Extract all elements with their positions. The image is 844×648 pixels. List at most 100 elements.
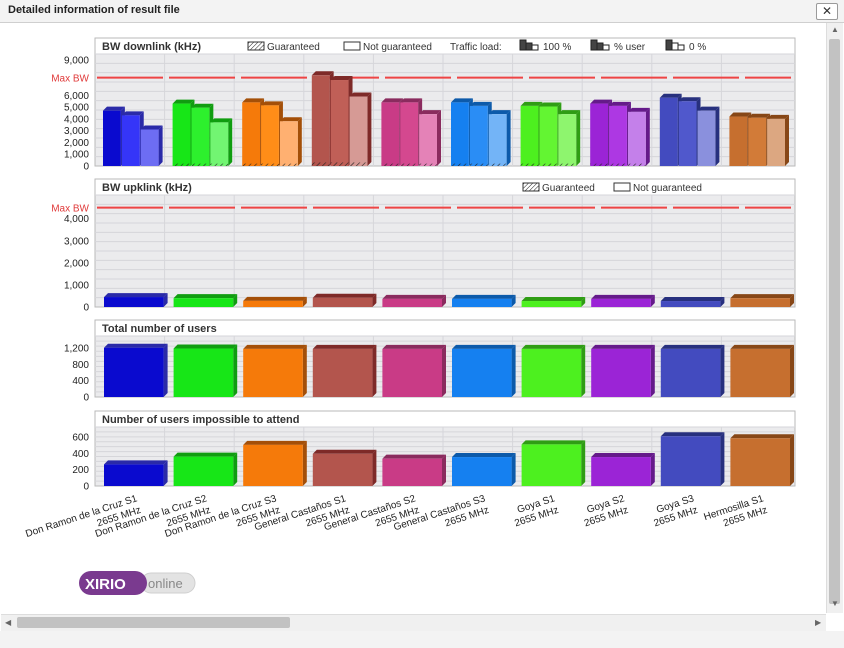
legend-not-guaranteed-swatch xyxy=(613,182,631,192)
legend-guaranteed-swatch xyxy=(522,182,540,192)
bar-side xyxy=(790,294,794,307)
bar-top xyxy=(381,98,404,103)
bar xyxy=(173,298,234,307)
legend-traffic-load-label: Traffic load: xyxy=(450,42,502,53)
y-tick-label: 5,000 xyxy=(64,103,89,114)
bar xyxy=(660,348,721,397)
bar-side xyxy=(302,440,307,486)
x-tick-label: Hermosilla S12655 MHz xyxy=(703,493,770,534)
bar xyxy=(419,114,437,166)
bar-top xyxy=(312,449,377,454)
bar xyxy=(243,300,303,307)
logo-xirio-text: XIRIO xyxy=(85,576,126,593)
close-button[interactable]: ✕ xyxy=(816,3,838,20)
bar-guaranteed xyxy=(330,162,349,166)
bar-top xyxy=(173,344,238,349)
y-tick-label: 600 xyxy=(72,433,89,444)
horizontal-scrollbar[interactable]: ◀ ▶ xyxy=(1,614,826,631)
bar-side xyxy=(297,117,302,166)
xirio-logo: XIRIO online xyxy=(79,571,196,595)
legend-guaranteed-swatch xyxy=(247,41,265,51)
charts-svg: BW downlink (kHz)01,0002,0003,0004,0005,… xyxy=(24,37,796,595)
bar-top xyxy=(678,97,701,102)
bar-top xyxy=(140,125,163,130)
bar-guaranteed xyxy=(539,163,558,166)
legend-not-guaranteed-label: Not guaranteed xyxy=(633,183,702,194)
bar xyxy=(279,121,298,166)
y-tick-label: 1,200 xyxy=(64,344,89,355)
vertical-scroll-thumb[interactable] xyxy=(829,39,840,604)
logo-online-text: online xyxy=(148,576,183,591)
bar-side xyxy=(650,294,655,307)
bar-side xyxy=(581,297,586,307)
bar xyxy=(729,116,748,166)
bar-top xyxy=(659,93,682,98)
bar xyxy=(104,464,164,486)
bar-top xyxy=(558,110,581,115)
bar xyxy=(488,114,507,166)
scroll-right-icon[interactable]: ▶ xyxy=(815,618,822,627)
bar-top xyxy=(243,296,307,301)
bar-top xyxy=(243,440,307,445)
bar xyxy=(382,458,442,486)
y-tick-label: 4,000 xyxy=(64,214,89,225)
bar-side xyxy=(233,344,238,397)
bar-side xyxy=(372,344,377,397)
logo-xirio-pill xyxy=(79,571,147,595)
bar-top xyxy=(330,76,353,81)
bar xyxy=(452,348,512,397)
bar xyxy=(381,102,400,166)
scroll-down-icon[interactable]: ▼ xyxy=(831,599,839,608)
horizontal-scroll-thumb[interactable] xyxy=(17,617,290,628)
scroll-up-icon[interactable]: ▲ xyxy=(831,25,839,34)
bar-top xyxy=(730,294,794,299)
bar xyxy=(382,348,442,397)
legend-load-icon xyxy=(677,44,685,51)
bar xyxy=(242,102,261,166)
bar-top xyxy=(452,294,516,299)
bar-side xyxy=(720,297,725,307)
bar-top xyxy=(312,344,377,349)
bar-side xyxy=(163,460,168,486)
chart-legend: Guaranteed Not guaranteed Traffic load: 100… xyxy=(247,39,706,53)
bars xyxy=(104,343,794,397)
bar-top xyxy=(520,101,543,106)
y-tick-label: 0 xyxy=(83,303,89,314)
bar-side xyxy=(785,114,789,166)
scroll-left-icon[interactable]: ◀ xyxy=(5,618,12,627)
bar-top xyxy=(382,344,446,349)
bar-guaranteed xyxy=(210,163,229,166)
bar xyxy=(730,438,790,486)
y-tick-label: 3,000 xyxy=(64,126,89,137)
bar xyxy=(451,102,469,166)
bar-guaranteed xyxy=(191,163,210,166)
bar-guaranteed xyxy=(349,162,368,166)
vertical-scrollbar[interactable]: ▲ ▼ xyxy=(826,23,843,613)
bar-top xyxy=(748,113,771,118)
bar-guaranteed xyxy=(627,163,646,166)
bar xyxy=(591,348,651,397)
chart-panel-1: BW downlink (kHz) 01,0002,0003,0004,0005,… xyxy=(51,37,796,173)
bar-top xyxy=(104,460,168,465)
bar-top xyxy=(452,453,516,458)
bar-top xyxy=(311,71,334,76)
bar-top xyxy=(242,98,265,103)
bar xyxy=(312,453,373,486)
y-tick-label: 2,000 xyxy=(64,138,89,149)
bar-side xyxy=(511,453,516,486)
bar-top xyxy=(191,103,214,108)
bar-top xyxy=(173,452,238,457)
window-titlebar: Detailed information of result file ✕ xyxy=(0,0,844,23)
legend-load_0-label: 0 % xyxy=(689,42,706,53)
legend-load-icon xyxy=(531,44,539,51)
bar-top xyxy=(627,107,650,112)
legend-load_100-label: 100 % xyxy=(543,42,571,53)
bar-guaranteed xyxy=(242,163,261,166)
chart-title: Number of users impossible to attend xyxy=(102,414,299,426)
bar xyxy=(539,106,558,166)
bar-guaranteed xyxy=(609,163,627,166)
chart-title: BW upklink (kHz) xyxy=(102,182,192,194)
bar xyxy=(452,457,512,486)
bar xyxy=(521,301,582,307)
